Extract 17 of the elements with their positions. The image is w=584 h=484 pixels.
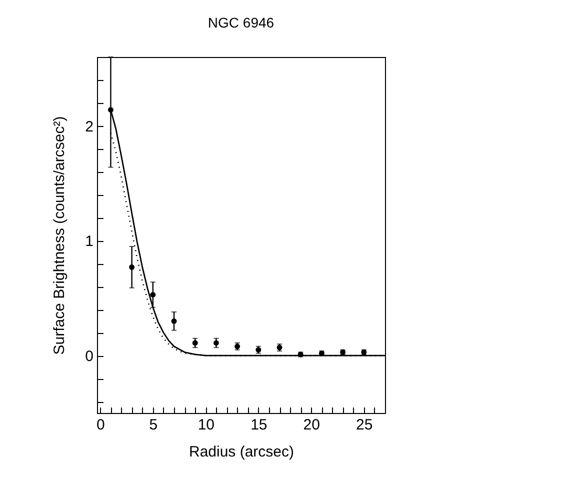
y-tick-label: 2 bbox=[85, 118, 94, 136]
y-tick-label: 0 bbox=[85, 348, 94, 366]
point bbox=[171, 318, 177, 324]
chart-title: NGC 6946 bbox=[208, 14, 274, 30]
x-tick-label: 20 bbox=[303, 416, 320, 434]
point bbox=[213, 340, 219, 346]
x-axis-title: Radius (arcsec) bbox=[188, 444, 294, 460]
x-tick-label: 15 bbox=[250, 416, 268, 434]
y-tick-label: 1 bbox=[85, 233, 94, 250]
point bbox=[192, 340, 198, 346]
x-tick-label: 10 bbox=[198, 416, 215, 434]
point bbox=[129, 264, 135, 270]
y-axis-title: Surface Brightness (counts/arcsec²) bbox=[51, 116, 68, 355]
point bbox=[150, 292, 156, 298]
x-tick-label: 25 bbox=[356, 416, 373, 434]
x-tick-label: 0 bbox=[96, 416, 105, 434]
x-tick-label: 5 bbox=[149, 416, 158, 434]
